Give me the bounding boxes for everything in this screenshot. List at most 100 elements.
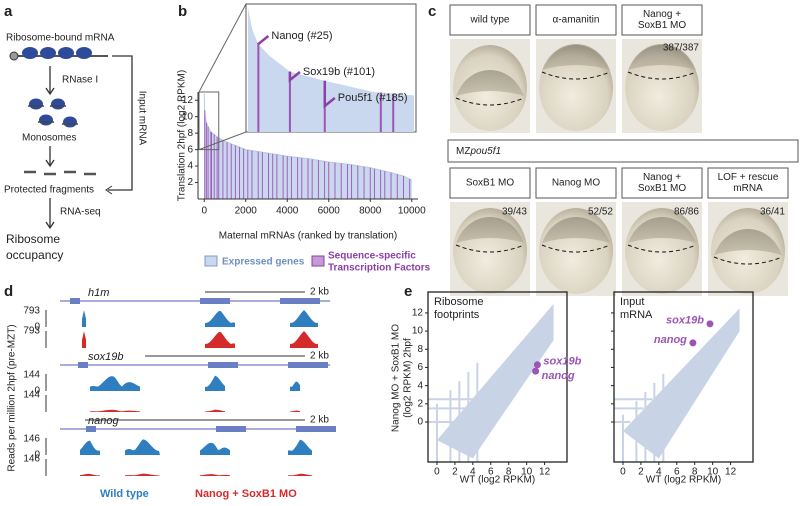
condition-box [449,167,531,199]
plot-title: Input [620,296,644,308]
annotation-leader [257,35,270,45]
mo-peak [80,473,100,476]
plot-title: mRNA [620,309,653,321]
annotation: Pou5f1 (#185) [338,92,408,104]
scale-label: 2 kb [310,415,329,426]
exon [208,362,238,368]
zoom-line [198,3,247,93]
track-tick-label: 144 [23,390,40,401]
arrow-head [45,87,55,96]
margin-line [541,71,611,80]
condition-box [621,4,703,36]
group-gene: pou5f1 [469,146,501,157]
count: 387/387 [663,43,700,54]
x-tick-label: 8000 [359,206,382,217]
count: 86/86 [674,207,699,218]
track-tick-label: 793 [23,326,40,337]
embryo-cap [542,216,610,243]
exon [280,298,320,304]
condition-box [535,167,617,199]
legend-swatch [204,255,218,267]
gene-name: h1m [88,287,109,299]
x-tick-label: 2000 [235,206,258,217]
highlight-point [532,367,540,375]
point-label: sox19b [666,315,704,327]
y-tick-label: 4 [187,161,193,172]
exon [216,426,246,432]
embryo [625,45,699,131]
mo-peak [90,409,140,412]
condition-label: wild type [470,15,510,26]
step-label: Ribosome-bound mRNA [6,33,115,44]
y-tick-label: 12 [182,95,194,106]
monosome [39,114,53,126]
y-tick-label: 2 [187,177,193,188]
highlight-point [706,320,714,328]
cloud-band [622,308,740,459]
track-tick-label: 0 [34,450,40,461]
plot-frame [427,291,568,463]
annotation: Nanog (#25) [271,30,332,42]
x-tick-label: 2 [638,467,644,478]
exon [288,362,328,368]
x-tick-label: 4 [656,467,662,478]
track-tick-label: 146 [23,434,40,445]
y-tick-label: 0 [417,417,423,428]
ribosome [22,47,38,59]
x-tick-label: 10 [707,467,719,478]
x-tick-label: 0 [620,467,626,478]
zoom-box [198,91,220,151]
cloud [614,308,740,462]
legend-label: Wild type [100,488,149,500]
wt-peak [288,439,312,455]
margin-line [455,97,525,106]
embryo-cap [628,216,696,243]
cloud-band [436,303,554,459]
y-tick-label: 8 [187,128,193,139]
y-tick-label: 2 [417,398,423,409]
ribosome [76,47,92,59]
wt-peak [200,442,230,455]
group-box [447,139,799,163]
embryo [539,45,613,131]
x-tick-label: 6 [488,467,494,478]
count: 36/41 [760,207,785,218]
wt-peak [90,376,140,391]
cap [9,51,19,61]
arrow-head [105,185,113,195]
group-label: MZpou5f1 [456,146,501,157]
group-prefix: MZ [456,146,470,157]
y-axis-label: Nanog MO + SoxB1 MO [391,324,402,432]
x-tick-label: 10 [521,467,533,478]
step-label: RNase I [62,75,98,86]
x-tick-label: 8 [692,467,698,478]
monosome [29,98,43,110]
mo-peak [290,331,318,348]
wt-peak [205,310,235,327]
arrow-head [45,159,55,168]
condition-label: SoxB1 MO [466,178,515,189]
mo-peak [205,409,225,412]
x-tick-label: 4000 [276,206,299,217]
count: 52/52 [588,207,613,218]
track-tick-label: 146 [23,454,40,465]
exon [70,298,80,304]
condition-label: mRNA [733,183,763,194]
margin-line [627,71,697,80]
plot-title: footprints [434,309,480,321]
legend-label: Nanog + SoxB1 MO [195,488,297,500]
y-tick-label: 10 [412,326,424,337]
y-axis-label: (log2 RPKM) 2hpf [403,338,414,418]
mo-peak [205,331,235,348]
x-tick-label: 4 [470,467,476,478]
legend-swatch [311,255,325,267]
legend-label: Sequence-specific [328,251,416,262]
wt-peak [80,440,100,455]
track-tick-label: 144 [23,370,40,381]
panel-label: b [178,3,187,20]
embryo-cap [714,228,782,255]
point-label: nanog [542,370,575,382]
x-tick-label: 6000 [318,206,341,217]
legend-label: Expressed genes [222,257,305,268]
x-axis-label: WT (log2 RPKM) [646,475,721,486]
